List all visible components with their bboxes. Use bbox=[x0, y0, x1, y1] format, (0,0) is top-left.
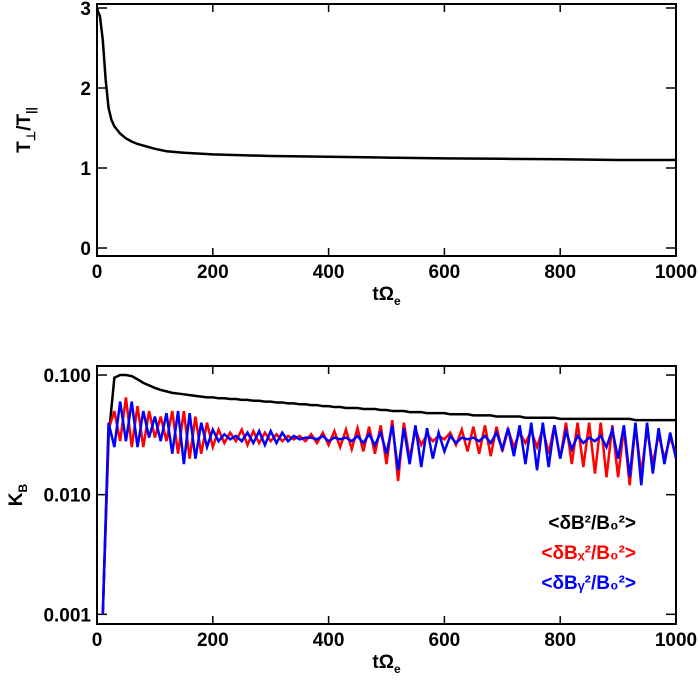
x-tick-label: 400 bbox=[313, 630, 345, 651]
line-series bbox=[101, 373, 676, 615]
y-tick-label: 0 bbox=[80, 239, 91, 260]
x-tick-label: 1000 bbox=[655, 630, 697, 651]
axis-label-part: K bbox=[6, 492, 27, 506]
axis-label-part: /T bbox=[14, 113, 35, 130]
axis-label: tΩe bbox=[372, 284, 401, 308]
y-tick-label: 3 bbox=[80, 0, 91, 20]
legend-entry: <δBₓ²/B₀²> bbox=[541, 543, 636, 564]
axis-label-part: ⊥ bbox=[24, 131, 38, 141]
axis-label-part: B bbox=[16, 483, 30, 492]
axis-label-part: e bbox=[394, 662, 401, 676]
axis-label: tΩe bbox=[372, 652, 401, 676]
panel: 0 200 400 600 800 1000 0.001 0.010 0.100 tΩe KB <δB… bbox=[6, 365, 697, 676]
x-tick-label: 800 bbox=[544, 262, 576, 283]
x-tick-label: 400 bbox=[313, 262, 345, 283]
line-series bbox=[97, 7, 676, 162]
x-tick-label: 0 bbox=[92, 262, 103, 283]
axis-label-part: e bbox=[394, 294, 401, 308]
axis-label-part: T bbox=[14, 141, 35, 153]
axis-label-part: tΩ bbox=[372, 284, 394, 305]
x-tick-label: 200 bbox=[197, 630, 229, 651]
axis-label-part: || bbox=[24, 107, 38, 114]
y-tick-label: 0.100 bbox=[43, 366, 91, 387]
axis-label: KB bbox=[6, 483, 30, 506]
x-tick-label: 600 bbox=[429, 630, 461, 651]
axis-label-part: tΩ bbox=[372, 652, 394, 673]
y-tick-label: 1 bbox=[80, 159, 91, 180]
plot-frame bbox=[96, 3, 677, 257]
x-tick-label: 1000 bbox=[655, 262, 697, 283]
line-series bbox=[101, 401, 676, 615]
legend-entry: <δB²/B₀²> bbox=[548, 513, 636, 534]
axis-label: T⊥/T|| bbox=[14, 107, 38, 153]
legend-entry: <δBᵧ²/B₀²> bbox=[541, 573, 636, 594]
x-tick-label: 200 bbox=[197, 262, 229, 283]
x-tick-label: 0 bbox=[92, 630, 103, 651]
y-tick-label: 0.010 bbox=[43, 486, 91, 507]
x-tick-label: 600 bbox=[429, 262, 461, 283]
x-tick-label: 800 bbox=[544, 630, 576, 651]
panel: 0 200 400 600 800 1000 0 1 2 3 tΩe T⊥/T|| bbox=[14, 0, 697, 308]
y-tick-label: 0.001 bbox=[43, 605, 91, 626]
y-tick-label: 2 bbox=[80, 79, 91, 100]
